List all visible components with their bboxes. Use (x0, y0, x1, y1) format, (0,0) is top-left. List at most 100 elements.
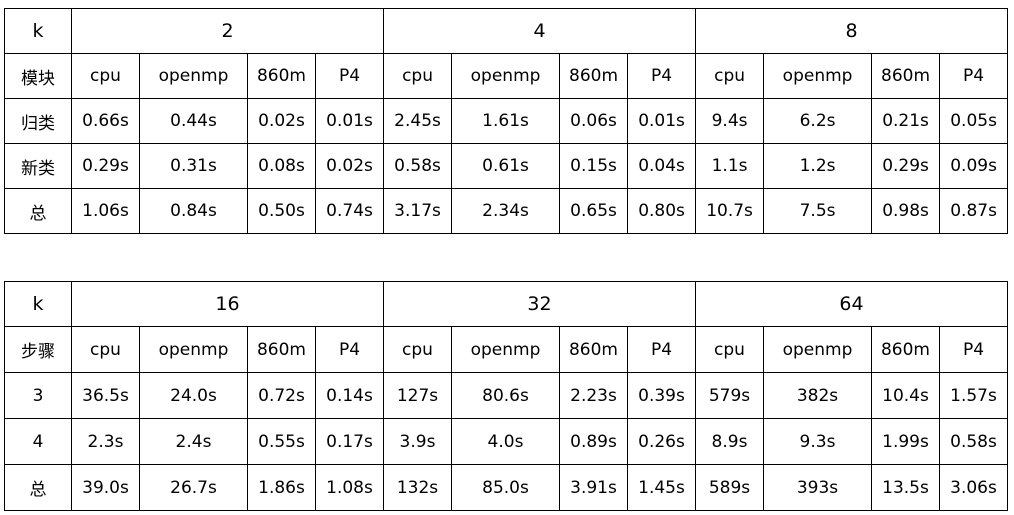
table-cell: 2.45s (383, 98, 453, 144)
table-cell: 579s (695, 372, 764, 419)
table-cell: 0.15s (559, 143, 629, 189)
column-header: 860m (247, 53, 316, 99)
table-2-body: k 16 32 64 步骤 cpu openmp 860m P4 cpu openmp 860m P4 c… (4, 281, 1008, 511)
column-header: P4 (315, 326, 384, 373)
column-header-row: 步骤 cpu openmp 860m P4 cpu openmp 860m P4 cpu openm… (4, 326, 1008, 373)
row-label-header: 模块 (4, 53, 72, 99)
table-cell: 9.4s (695, 98, 765, 144)
table-cell: 10.7s (695, 188, 765, 234)
table-cell: 1.57s (939, 372, 1008, 419)
table-cell: 9.3s (763, 418, 872, 465)
table-cell: 0.84s (139, 188, 248, 234)
column-header: 860m (559, 53, 629, 99)
table-cell: 3.91s (559, 464, 628, 511)
table-cell: 26.7s (139, 464, 248, 511)
table-cell: 1.08s (315, 464, 384, 511)
table-cell: 4.0s (451, 418, 560, 465)
table-cell: 36.5s (71, 372, 140, 419)
table-cell: 0.02s (247, 98, 316, 144)
table-1-body: k 2 4 8 模块 cpu openmp 860m P4 cpu openmp 860m P4 cpu o… (4, 8, 1009, 234)
row-label: 新类 (4, 143, 72, 189)
table-cell: 1.2s (763, 143, 873, 189)
table-cell: 0.09s (939, 143, 1009, 189)
table-row: 3 36.5s 24.0s 0.72s 0.14s 127s 80.6s 2.23s 0.39s… (4, 372, 1008, 419)
table-cell: 1.1s (695, 143, 765, 189)
column-header: P4 (627, 53, 697, 99)
table-cell: 1.99s (871, 418, 940, 465)
table-cell: 0.17s (315, 418, 384, 465)
table-cell: 1.61s (451, 98, 561, 144)
row-label: 4 (4, 418, 72, 465)
table-cell: 0.08s (247, 143, 316, 189)
table-cell: 0.02s (314, 143, 385, 189)
table-row: 总 1.06s 0.84s 0.50s 0.74s 3.17s 2.34s 0.65s 0.80… (4, 188, 1009, 234)
table-cell: 0.06s (559, 98, 629, 144)
corner-label: k (4, 281, 72, 327)
table-cell: 2.34s (451, 188, 561, 234)
row-label-header: 步骤 (4, 326, 72, 373)
table-cell: 0.55s (247, 418, 316, 465)
table-cell: 24.0s (139, 372, 248, 419)
column-header: openmp (763, 326, 872, 373)
table-cell: 0.14s (315, 372, 384, 419)
table-cell: 0.44s (139, 98, 248, 144)
column-header: openmp (451, 326, 560, 373)
table-cell: 0.65s (559, 188, 629, 234)
column-header: cpu (695, 53, 765, 99)
corner-label: k (4, 8, 72, 54)
table-cell: 1.45s (627, 464, 696, 511)
column-header: openmp (139, 326, 248, 373)
timing-table-1: k 2 4 8 模块 cpu openmp 860m P4 cpu openmp 860m P4 cpu o… (4, 8, 1009, 234)
table-cell: 0.80s (627, 188, 697, 234)
column-header: openmp (451, 53, 561, 99)
table-cell: 2.4s (139, 418, 248, 465)
table-cell: 0.29s (871, 143, 941, 189)
table-cell: 1.86s (247, 464, 316, 511)
group-header: 16 (71, 281, 384, 327)
group-header: 2 (70, 8, 385, 54)
table-cell: 10.4s (871, 372, 940, 419)
table-row: 4 2.3s 2.4s 0.55s 0.17s 3.9s 4.0s 0.89s 0.26s 8.9… (4, 418, 1008, 465)
table-cell: 1.06s (71, 188, 140, 234)
table-cell: 589s (695, 464, 764, 511)
table-cell: 7.5s (763, 188, 873, 234)
table-cell: 0.05s (939, 98, 1009, 144)
table-cell: 0.72s (247, 372, 316, 419)
table-cell: 0.31s (139, 143, 248, 189)
row-label: 总 (4, 464, 72, 511)
table-cell: 39.0s (71, 464, 140, 511)
group-header: 32 (383, 281, 696, 327)
table-cell: 0.01s (314, 98, 385, 144)
table-cell: 382s (763, 372, 872, 419)
column-header: 860m (871, 326, 940, 373)
table-row: 总 39.0s 26.7s 1.86s 1.08s 132s 85.0s 3.91s 1.45s… (4, 464, 1008, 511)
table-cell: 0.26s (627, 418, 696, 465)
table-cell: 8.9s (695, 418, 764, 465)
column-header: P4 (627, 326, 696, 373)
table-cell: 0.39s (627, 372, 696, 419)
table-cell: 3.9s (383, 418, 452, 465)
row-label: 3 (4, 372, 72, 419)
table-cell: 132s (383, 464, 452, 511)
column-header: 860m (559, 326, 628, 373)
table-cell: 13.5s (871, 464, 940, 511)
table-cell: 0.74s (314, 188, 385, 234)
group-header: 4 (383, 8, 697, 54)
table-cell: 0.01s (627, 98, 697, 144)
table-cell: 6.2s (763, 98, 873, 144)
timing-table-2: k 16 32 64 步骤 cpu openmp 860m P4 cpu openmp 860m P4 c… (4, 281, 1008, 511)
column-header: cpu (383, 326, 452, 373)
table-cell: 2.23s (559, 372, 628, 419)
column-header: P4 (314, 53, 385, 99)
table-cell: 0.58s (939, 418, 1008, 465)
table-cell: 85.0s (451, 464, 560, 511)
group-header: 64 (695, 281, 1008, 327)
table-row: 归类 0.66s 0.44s 0.02s 0.01s 2.45s 1.61s 0.06s 0.0… (4, 98, 1009, 144)
column-header: P4 (939, 326, 1008, 373)
table-cell: 0.04s (627, 143, 697, 189)
table-cell: 0.50s (247, 188, 316, 234)
column-header: openmp (139, 53, 248, 99)
column-header: openmp (763, 53, 873, 99)
table-cell: 2.3s (71, 418, 140, 465)
